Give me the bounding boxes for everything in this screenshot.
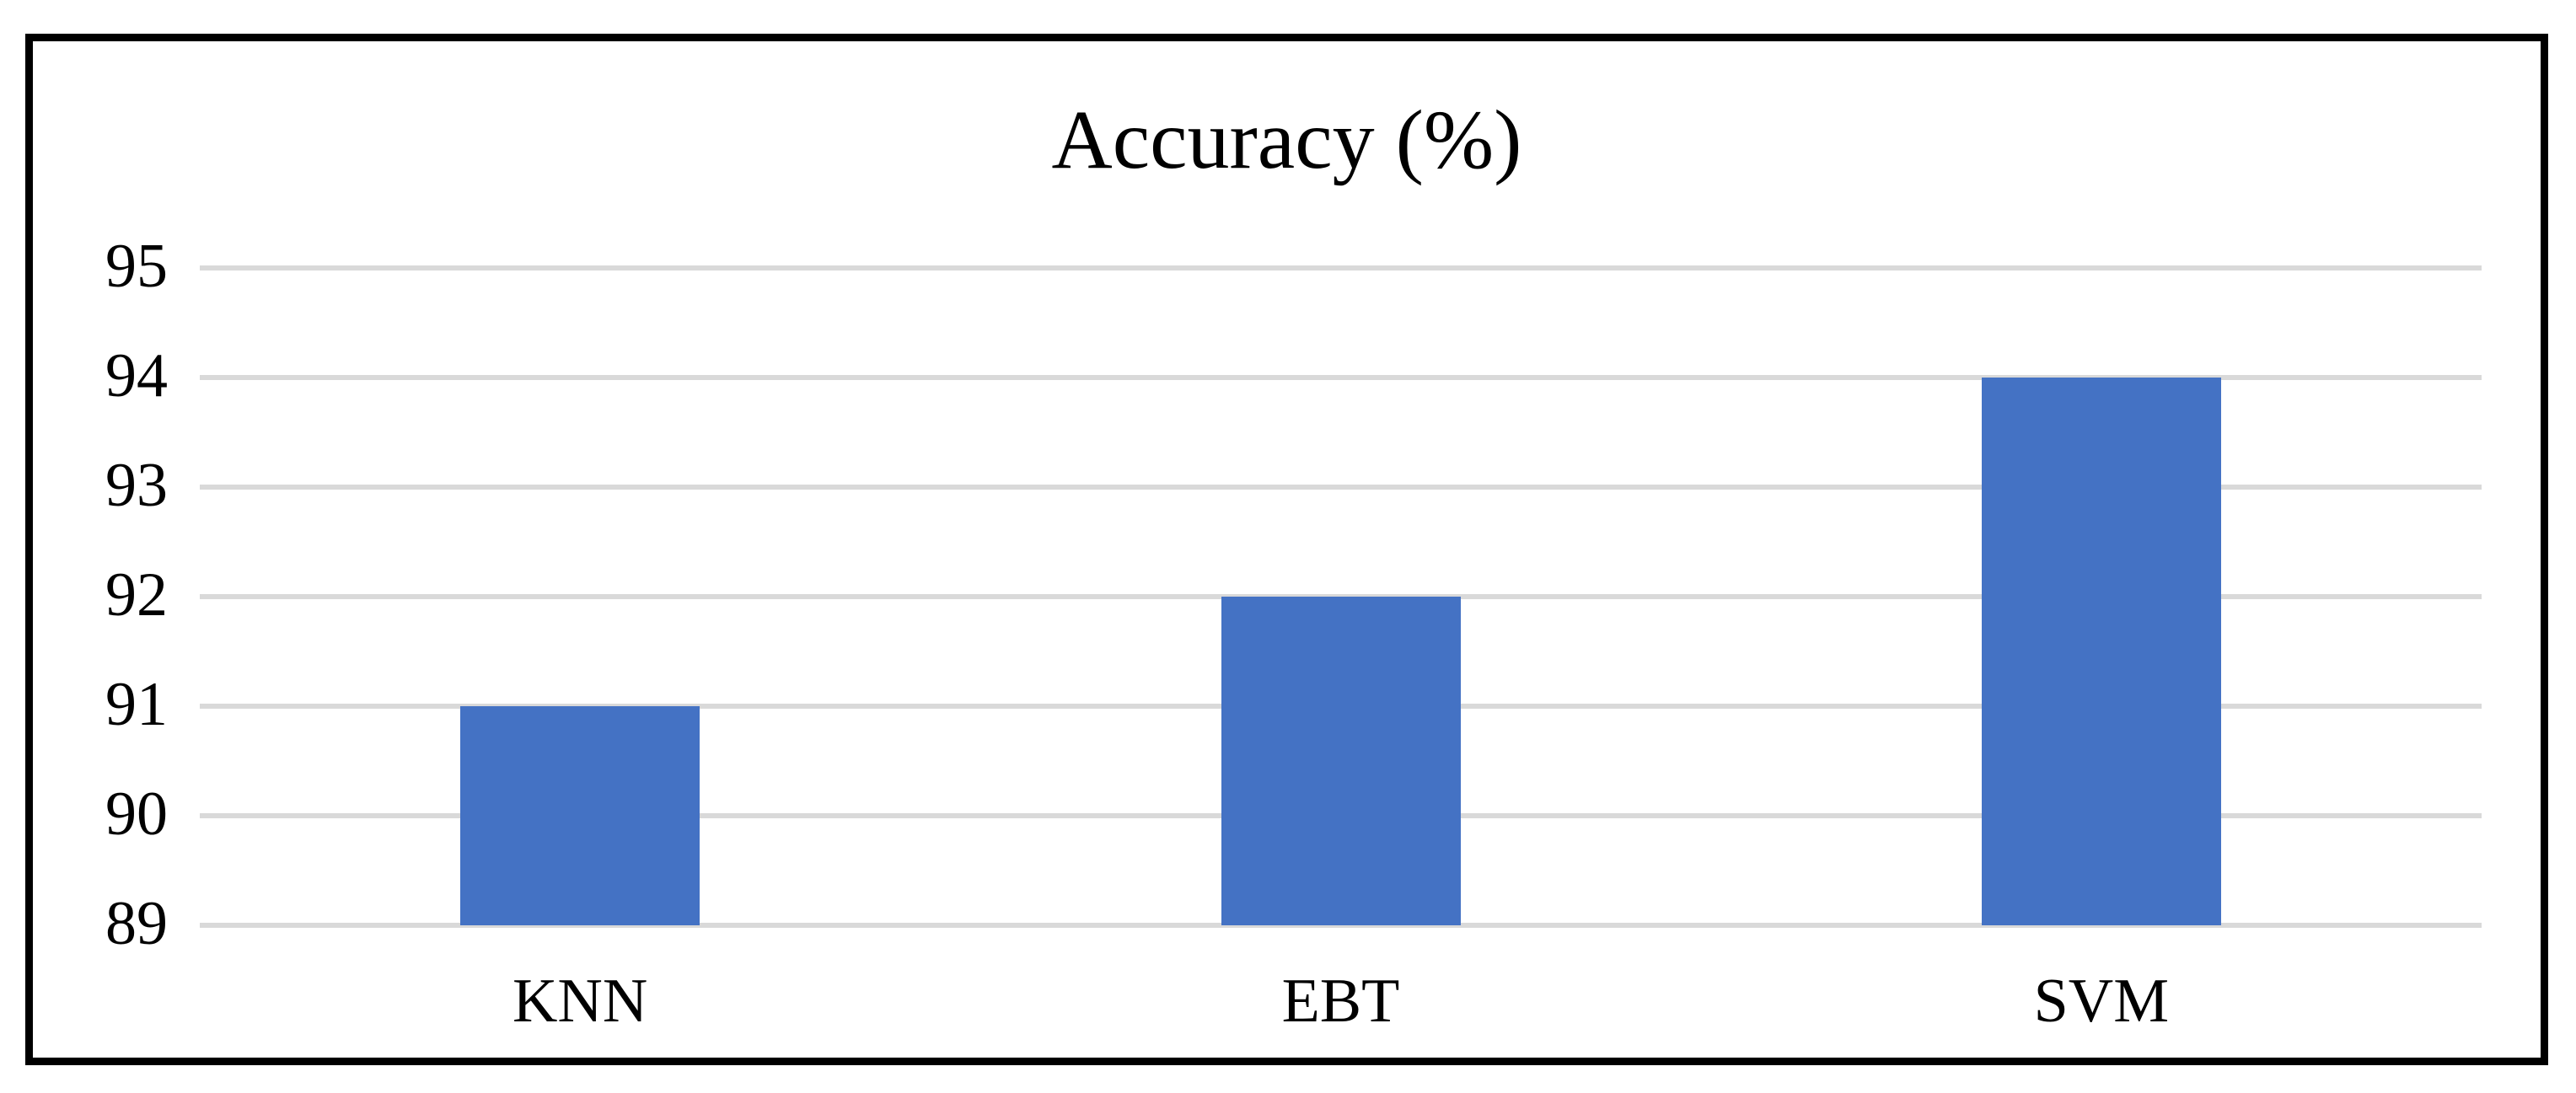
y-axis-tick-label: 90 — [105, 780, 168, 849]
bar-knn — [460, 706, 700, 925]
gridline-y-95 — [200, 265, 2482, 271]
bar-svm — [1981, 378, 2221, 925]
y-axis-tick-label: 91 — [105, 670, 168, 739]
y-axis-tick-label: 92 — [105, 560, 168, 630]
gridline-y-93 — [200, 485, 2482, 490]
y-axis-tick-label: 94 — [105, 341, 168, 410]
gridline-y-94 — [200, 375, 2482, 380]
x-axis-label-svm: SVM — [2033, 967, 2170, 1036]
gridline-y-89 — [200, 923, 2482, 928]
chart-title: Accuracy (%) — [1051, 93, 1522, 186]
y-axis-tick-label: 89 — [105, 889, 168, 958]
plot-area: 89 90 91 92 93 94 95 KNN EBT SVM — [33, 41, 2541, 1058]
x-axis-label-ebt: EBT — [1281, 967, 1400, 1036]
y-axis-tick-label: 95 — [105, 232, 168, 301]
bar-ebt — [1221, 597, 1461, 925]
y-axis-tick-label: 93 — [105, 451, 168, 520]
x-axis-label-knn: KNN — [512, 967, 648, 1036]
chart-frame: Accuracy (%) 89 90 91 92 93 94 95 KNN EBT SVM — [25, 34, 2548, 1065]
